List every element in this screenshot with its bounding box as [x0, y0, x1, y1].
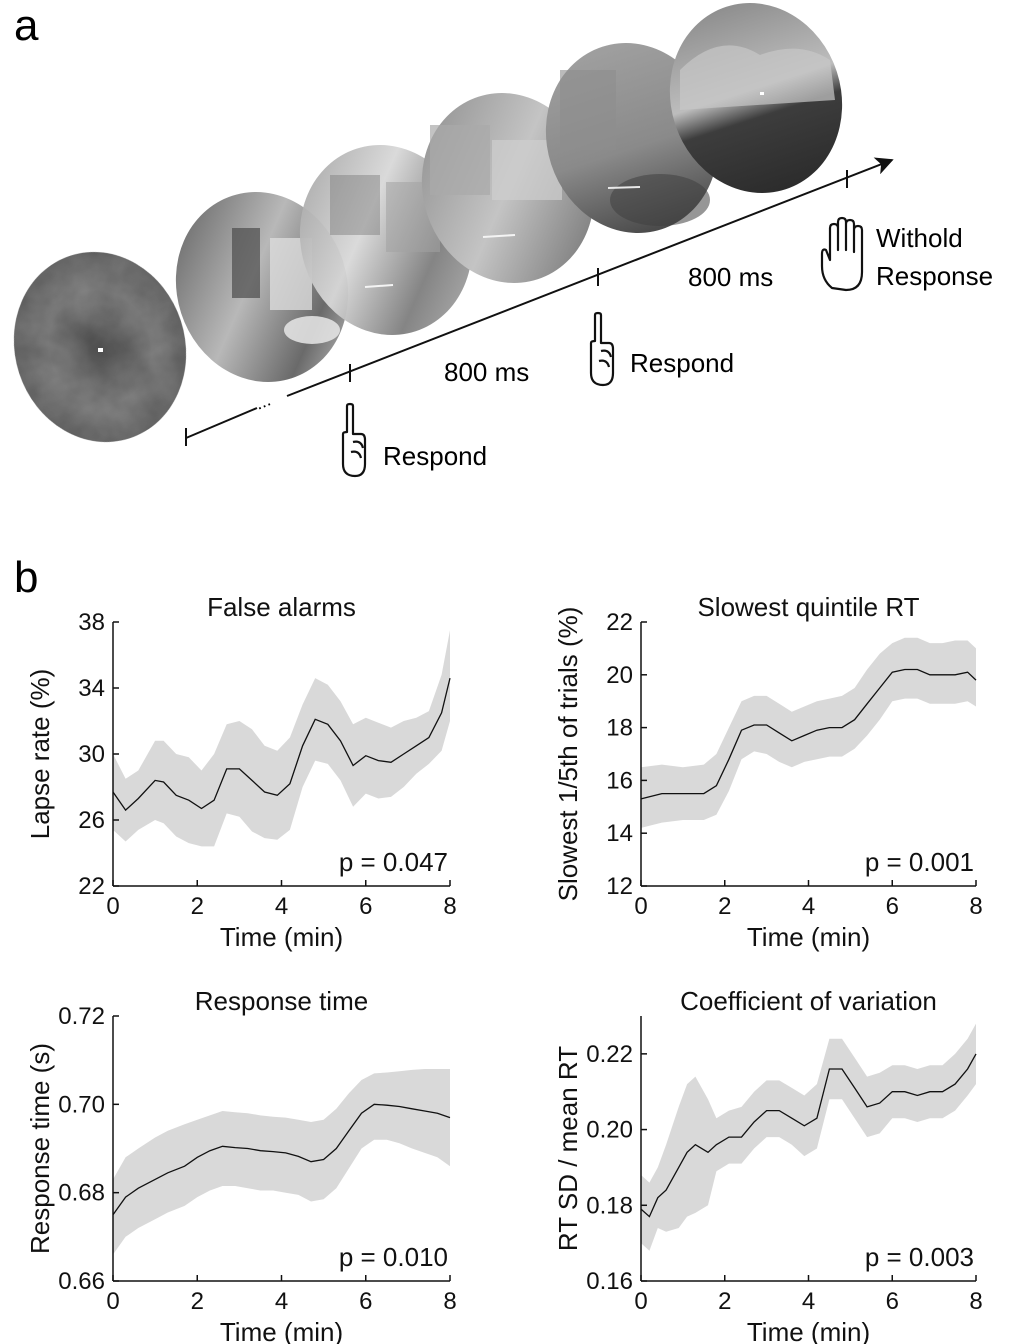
p-value-annotation: p = 0.010 — [339, 1242, 448, 1272]
chart-title: False alarms — [207, 592, 356, 622]
y-tick-label: 16 — [606, 767, 633, 794]
x-tick-label: 6 — [886, 1288, 899, 1315]
p-value-annotation: p = 0.003 — [865, 1242, 974, 1272]
x-tick-label: 2 — [191, 1288, 204, 1315]
series-line — [112, 677, 451, 812]
y-tick-label: 0.72 — [58, 1003, 105, 1030]
p-value-annotation: p = 0.047 — [339, 847, 448, 877]
y-tick-label: 38 — [78, 609, 105, 636]
x-tick-label: 4 — [802, 893, 815, 920]
x-tick-label: 8 — [443, 893, 456, 920]
y-tick-label: 0.16 — [586, 1268, 633, 1295]
stimulus-mountain-image — [669, 2, 843, 194]
x-tick-label: 4 — [275, 1288, 288, 1315]
p-value-annotation: p = 0.001 — [865, 847, 974, 877]
y-tick-label: 0.22 — [586, 1041, 633, 1068]
respond-label-2: Respond — [630, 348, 734, 378]
y-tick-label: 0.66 — [58, 1268, 105, 1295]
confidence-band — [113, 1069, 450, 1255]
chart-1: 0 2 4 6 8 22 26 30 34 38 False alarms Time (min) Lap… — [25, 592, 457, 952]
interval-label-2: 800 ms — [688, 262, 773, 292]
panel-b: b — [14, 553, 38, 602]
withold-label: Withold — [876, 223, 963, 253]
y-tick-label: 0.20 — [586, 1117, 633, 1144]
panel-b-label: b — [14, 553, 38, 602]
panel-a: a ... — [13, 1, 993, 478]
series-line — [640, 668, 977, 800]
y-tick-label: 22 — [78, 873, 105, 900]
confidence-band — [641, 637, 976, 828]
x-tick-label: 8 — [443, 1288, 456, 1315]
timeline-ellipsis: ... — [252, 390, 273, 414]
x-tick-label: 0 — [106, 893, 119, 920]
chart-title: Response time — [195, 986, 368, 1016]
chart-4: 0 2 4 6 8 0.16 0.18 0.20 0.22 Coefficient of vari… — [553, 986, 983, 1344]
y-axis-label: Slowest 1/5th of trials (%) — [553, 607, 583, 902]
y-tick-label: 20 — [606, 662, 633, 689]
chart-2: 0 2 4 6 8 12 14 16 18 20 22 Slowest quintile RT Time… — [553, 592, 983, 952]
timeline-axis — [286, 157, 894, 397]
x-tick-label: 6 — [359, 893, 372, 920]
x-tick-label: 0 — [634, 1288, 647, 1315]
y-tick-label: 26 — [78, 807, 105, 834]
x-tick-label: 4 — [275, 893, 288, 920]
x-tick-label: 4 — [802, 1288, 815, 1315]
y-axis-label: RT SD / mean RT — [553, 1046, 583, 1251]
interval-label-1: 800 ms — [444, 357, 529, 387]
x-tick-label: 6 — [886, 893, 899, 920]
y-tick-label: 34 — [78, 675, 105, 702]
x-axis-label: Time (min) — [220, 1317, 343, 1344]
x-tick-label: 0 — [634, 893, 647, 920]
x-axis-label: Time (min) — [220, 922, 343, 952]
respond-hand-icon-2 — [589, 311, 615, 387]
confidence-band — [641, 1023, 976, 1251]
chart-3: 0 2 4 6 8 0.66 0.68 0.70 0.72 Response time Time (… — [25, 986, 457, 1344]
x-tick-label: 2 — [191, 893, 204, 920]
chart-title: Slowest quintile RT — [697, 592, 919, 622]
chart-title: Coefficient of variation — [680, 986, 937, 1016]
y-tick-label: 18 — [606, 715, 633, 742]
y-tick-label: 14 — [606, 820, 633, 847]
stimulus-noise-image — [13, 251, 187, 443]
panel-a-label: a — [14, 1, 39, 50]
respond-label-1: Respond — [383, 441, 487, 471]
timeline-axis-start — [185, 407, 258, 439]
x-tick-label: 8 — [969, 893, 982, 920]
y-tick-label: 0.70 — [58, 1091, 105, 1118]
x-axis-label: Time (min) — [747, 1317, 870, 1344]
series-line — [112, 1103, 451, 1216]
x-tick-label: 0 — [106, 1288, 119, 1315]
y-tick-label: 30 — [78, 741, 105, 768]
confidence-band — [113, 630, 450, 847]
x-tick-label: 6 — [359, 1288, 372, 1315]
respond-hand-icon-1 — [341, 402, 367, 478]
x-tick-label: 8 — [969, 1288, 982, 1315]
withold-hand-icon — [820, 216, 864, 292]
response-label: Response — [876, 261, 993, 291]
y-tick-label: 12 — [606, 873, 633, 900]
y-tick-label: 22 — [606, 609, 633, 636]
series-line — [640, 1053, 977, 1218]
x-axis-label: Time (min) — [747, 922, 870, 952]
y-axis-label: Lapse rate (%) — [25, 669, 55, 840]
y-tick-label: 0.68 — [58, 1180, 105, 1207]
y-axis-label: Response time (s) — [25, 1043, 55, 1254]
x-tick-label: 2 — [718, 1288, 731, 1315]
y-tick-label: 0.18 — [586, 1192, 633, 1219]
x-tick-label: 2 — [718, 893, 731, 920]
